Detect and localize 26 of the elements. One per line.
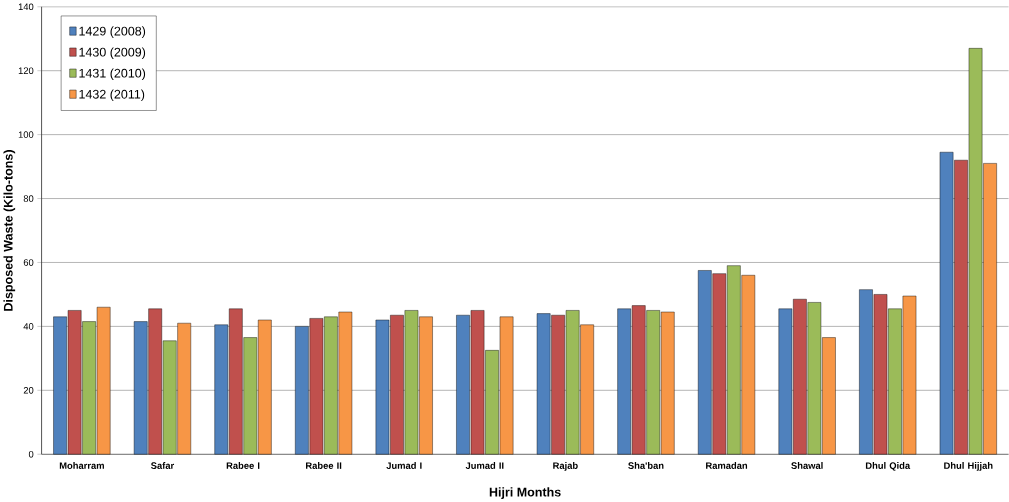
y-tick-label: 140 xyxy=(18,3,34,10)
y-tick-label: 20 xyxy=(23,386,34,394)
x-tick-label: Sha'ban xyxy=(628,461,664,469)
y-tick-label: 100 xyxy=(18,131,34,138)
legend-label: 1429 (2008) xyxy=(79,26,146,38)
y-tick-label: 60 xyxy=(23,258,34,266)
y-tick-label: 40 xyxy=(23,322,34,330)
x-tick-label: Moharram xyxy=(59,461,104,469)
x-tick-label: Rajab xyxy=(553,461,578,471)
x-tick-label: Jumad I xyxy=(386,461,422,469)
x-tick-label: Shawal xyxy=(791,461,823,469)
x-tick-label: Ramadan xyxy=(706,461,748,469)
y-tick-label: 80 xyxy=(23,195,34,202)
x-tick-label: Rabee I xyxy=(226,461,260,469)
legend-label: 1431 (2010) xyxy=(79,68,146,80)
x-tick-label: Safar xyxy=(151,461,175,469)
y-axis-title: Disposed Waste (Kilo-tons) xyxy=(3,149,16,311)
y-tick-label: 120 xyxy=(18,67,34,74)
x-tick-label: Dhul Hijjah xyxy=(944,461,993,471)
x-tick-label: Rabee II xyxy=(306,461,342,469)
legend-label: 1430 (2009) xyxy=(79,47,146,59)
x-axis-title: Hijri Months xyxy=(489,487,561,499)
x-tick-label: Jumad II xyxy=(465,461,504,469)
legend-label: 1432 (2011) xyxy=(79,89,145,101)
y-tick-label: 0 xyxy=(28,450,34,458)
x-tick-label: Dhul Qida xyxy=(865,461,911,471)
